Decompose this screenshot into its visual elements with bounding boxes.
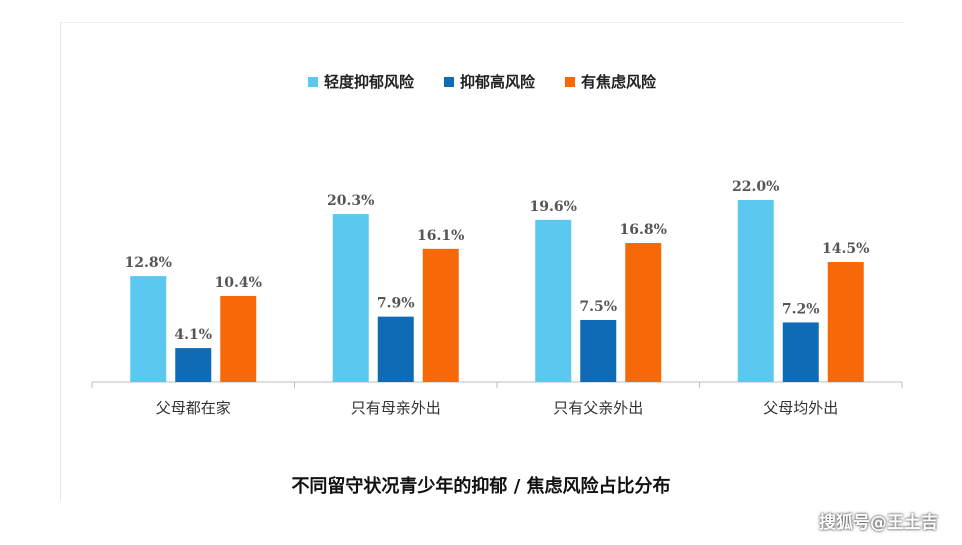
data-label-0-1: 20.3% — [327, 193, 374, 209]
category-label-0: 父母都在家 — [156, 399, 231, 417]
data-label-1-1: 7.9% — [377, 296, 415, 312]
bar-2-0 — [220, 295, 257, 382]
bar-1-3 — [782, 322, 819, 382]
legend-swatch-1 — [443, 76, 454, 87]
data-label-0-3: 22.0% — [732, 179, 779, 195]
bar-1-1 — [377, 316, 414, 382]
bar-0-1 — [332, 214, 369, 382]
bar-0-3 — [737, 200, 774, 382]
category-label-3: 父母均外出 — [763, 399, 838, 417]
bar-1-2 — [580, 319, 617, 382]
legend-item-0: 轻度抑郁风险 — [307, 71, 414, 92]
bar-2-3 — [827, 262, 864, 382]
legend: 轻度抑郁风险 抑郁高风险 有焦虑风险 — [61, 71, 903, 92]
data-label-2-1: 16.1% — [417, 228, 464, 244]
legend-item-1: 抑郁高风险 — [443, 71, 535, 92]
legend-label-0: 轻度抑郁风险 — [323, 73, 414, 91]
category-label-2: 只有父亲外出 — [553, 399, 643, 417]
data-label-1-3: 7.2% — [782, 301, 820, 317]
legend-item-2: 有焦虑风险 — [565, 71, 656, 92]
data-label-2-3: 14.5% — [822, 241, 869, 257]
bar-1-0 — [175, 348, 212, 382]
bar-2-1 — [422, 248, 459, 382]
legend-swatch-0 — [307, 76, 318, 87]
bar-0-0 — [130, 276, 167, 382]
bar-0-2 — [535, 219, 572, 382]
chart-title: 不同留守状况青少年的抑郁 / 焦虑风险占比分布 — [291, 476, 671, 497]
category-label-1: 只有母亲外出 — [351, 399, 441, 417]
watermark: 搜狐号@王土吉 — [819, 513, 938, 533]
legend-label-2: 有焦虑风险 — [581, 73, 657, 91]
data-label-0-2: 19.6% — [530, 199, 577, 215]
legend-swatch-2 — [565, 76, 575, 87]
legend-label-1: 抑郁高风险 — [459, 73, 535, 91]
bar-2-2 — [625, 243, 662, 382]
data-label-1-2: 7.5% — [579, 299, 617, 315]
data-label-0-0: 12.8% — [125, 255, 172, 271]
data-label-2-0: 10.4% — [215, 275, 262, 291]
data-label-1-0: 4.1% — [174, 327, 212, 343]
data-label-2-2: 16.8% — [620, 222, 667, 238]
